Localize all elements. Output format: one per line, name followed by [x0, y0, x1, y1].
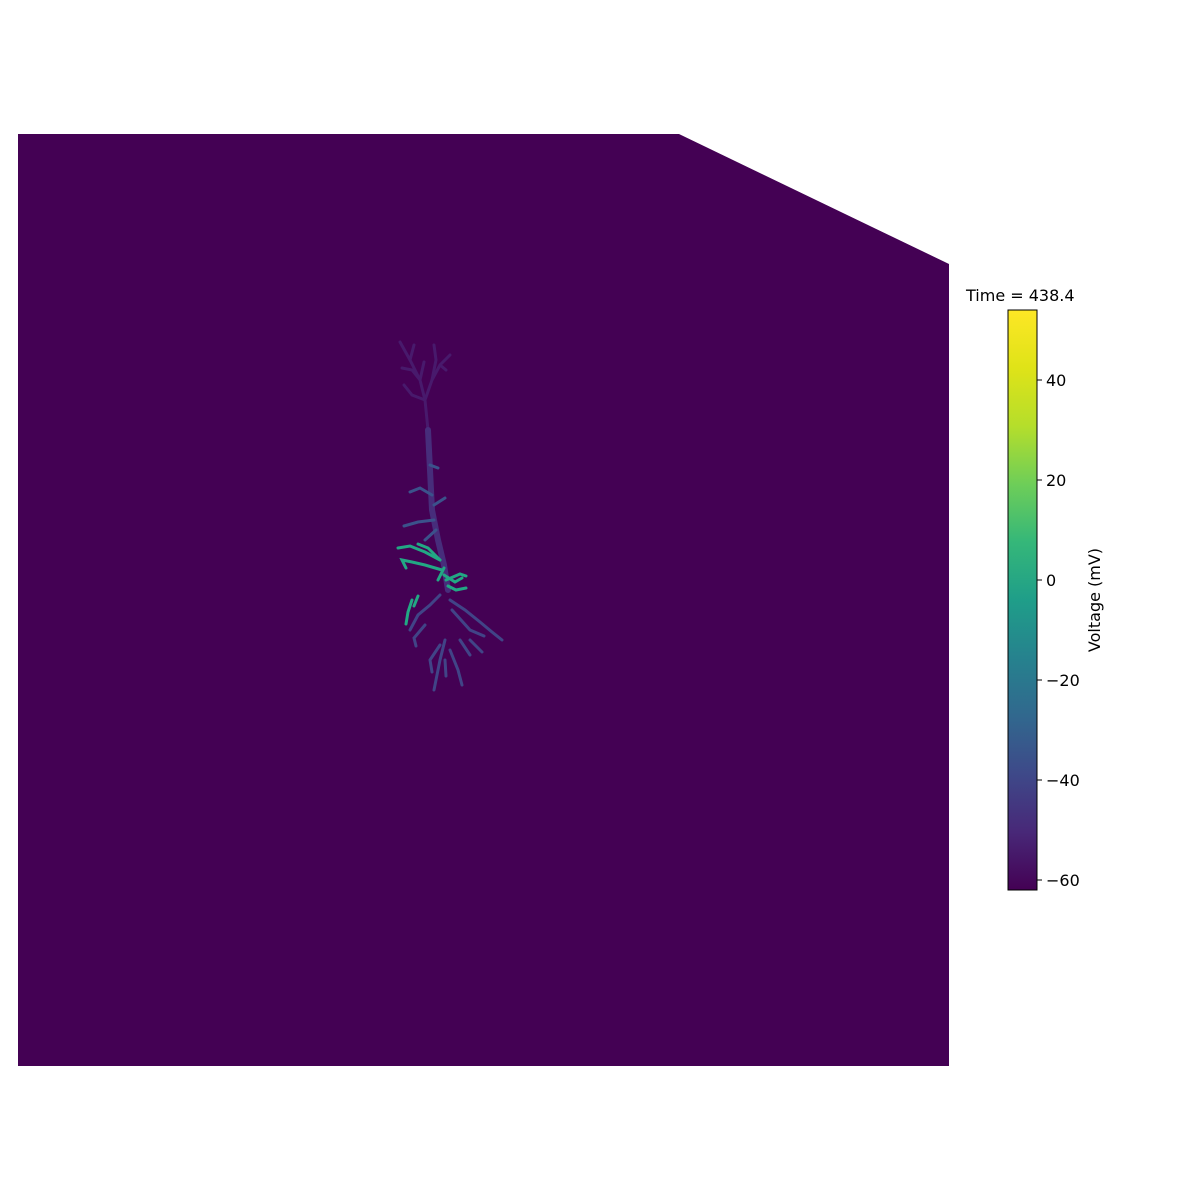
- neuron-morphology: [396, 340, 504, 692]
- oblique-branches: [402, 463, 447, 542]
- view-background-plane: [18, 134, 949, 1066]
- colorbar-tick-label: 20: [1046, 471, 1066, 490]
- colorbar-tick-label: −60: [1046, 871, 1080, 890]
- colorbar-tick-label: −40: [1046, 771, 1080, 790]
- basal-dendrites: [408, 593, 504, 692]
- colorbar: Time = 438.4 40 20 0 −20 −40 −60 Voltage (mV): [965, 286, 1104, 891]
- colorbar-tick-label: −20: [1046, 671, 1080, 690]
- colorbar-tick-label: 40: [1046, 371, 1066, 390]
- colorbar-title: Time = 438.4: [965, 286, 1075, 305]
- apical-tuft: [398, 340, 452, 432]
- colorbar-ticks: 40 20 0 −20 −40 −60: [1037, 371, 1080, 890]
- colorbar-tick-label: 0: [1046, 571, 1056, 590]
- active-branches: [396, 542, 468, 626]
- colorbar-gradient: [1007, 309, 1038, 891]
- colorbar-label: Voltage (mV): [1085, 548, 1104, 652]
